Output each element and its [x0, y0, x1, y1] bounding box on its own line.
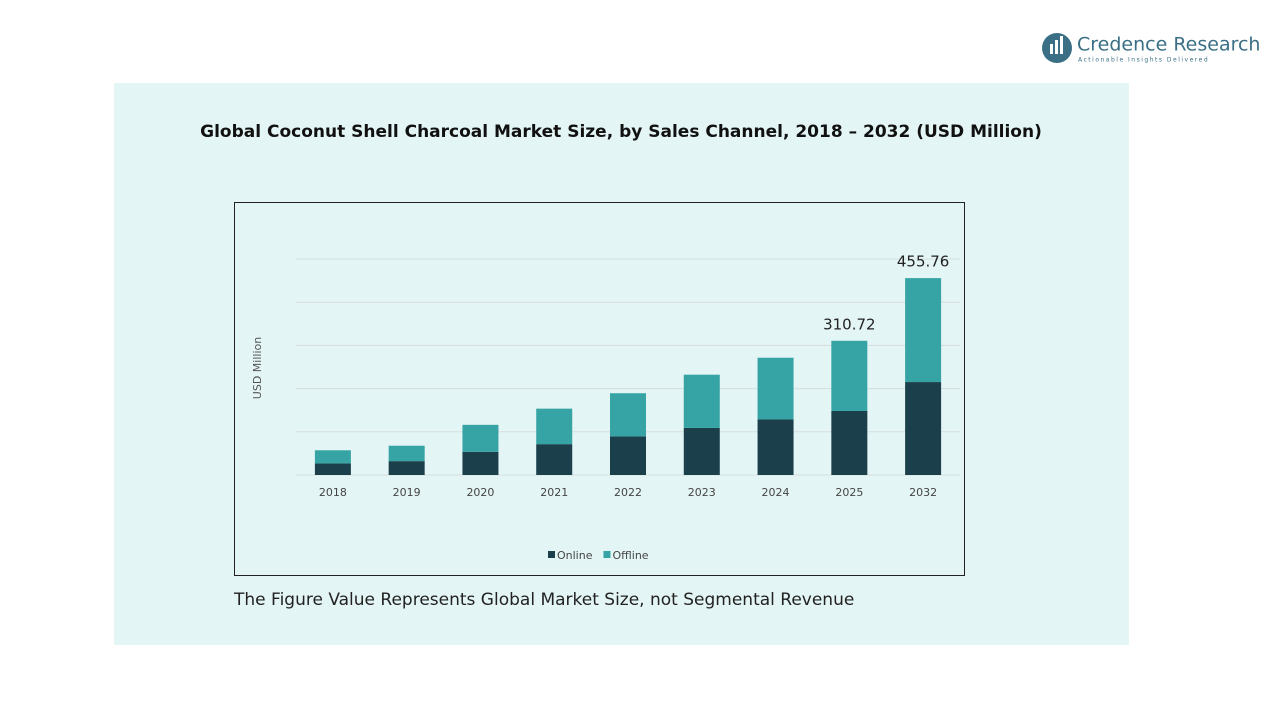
bar-segment — [757, 357, 794, 420]
bar-segment — [683, 374, 720, 428]
x-tick-label: 2018 — [319, 486, 347, 499]
x-tick-label: 2019 — [393, 486, 421, 499]
bar-segment — [610, 393, 646, 437]
legend-label: Offline — [612, 549, 648, 562]
legend-swatch — [603, 551, 611, 558]
bar-segment — [905, 382, 942, 475]
brand-tagline: Actionable Insights Delivered — [1078, 57, 1209, 64]
bar-segment — [388, 461, 425, 475]
bar-segment — [610, 436, 646, 475]
chart-frame — [234, 202, 965, 576]
bar-segment — [905, 278, 942, 383]
bar-segment — [831, 340, 868, 411]
x-tick-label: 2025 — [835, 486, 863, 499]
legend-label: Online — [557, 549, 593, 562]
logo-bar — [1060, 36, 1063, 54]
x-tick-label: 2024 — [762, 486, 790, 499]
panel — [114, 83, 1129, 645]
bar-segment — [683, 427, 720, 475]
brand-name: Credence Research — [1077, 34, 1260, 56]
y-axis-label: USD Million — [251, 337, 264, 399]
x-tick-label: 2021 — [540, 486, 568, 499]
bar-segment — [388, 445, 425, 462]
total-label: 310.72 — [823, 315, 876, 333]
total-label: 455.76 — [897, 253, 950, 271]
chart-title: Global Coconut Shell Charcoal Market Siz… — [200, 122, 1042, 142]
bar-segment — [831, 410, 868, 475]
bar-segment — [536, 444, 573, 475]
x-tick-label: 2032 — [909, 486, 937, 499]
bar-segment — [462, 451, 499, 475]
legend-swatch — [548, 551, 555, 558]
bar-segment — [314, 450, 351, 464]
x-tick-label: 2023 — [688, 486, 716, 499]
x-tick-label: 2020 — [466, 486, 494, 499]
bar-segment — [314, 463, 351, 475]
bar-segment — [757, 419, 794, 475]
footnote: The Figure Value Represents Global Marke… — [233, 590, 854, 610]
bar-segment — [462, 424, 499, 452]
logo-bar — [1055, 40, 1058, 54]
x-tick-label: 2022 — [614, 486, 642, 499]
logo: Credence Research Actionable Insights De… — [1042, 33, 1260, 64]
bar-segment — [536, 408, 573, 445]
logo-bar — [1050, 44, 1053, 54]
